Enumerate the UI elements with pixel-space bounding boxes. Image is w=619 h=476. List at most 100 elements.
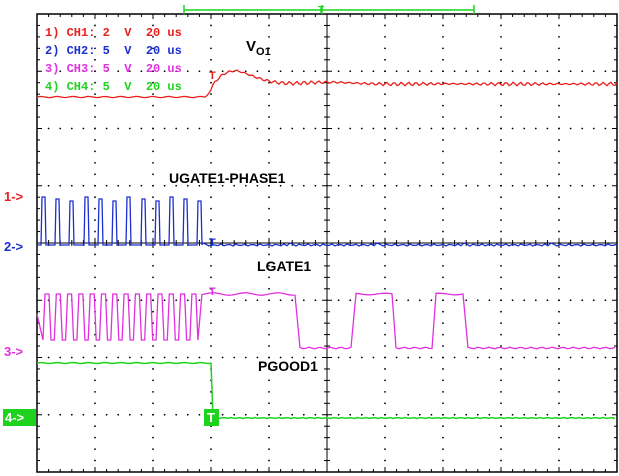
graticule-dot: [268, 58, 270, 61]
ch1-ground-marker[interactable]: 1->: [4, 189, 24, 204]
graticule-dot: [384, 390, 386, 393]
ch4-trigger-marker[interactable]: T: [204, 409, 219, 426]
graticule-dot: [395, 184, 398, 187]
graticule-dot: [604, 127, 607, 130]
graticule-dot: [372, 413, 375, 416]
lgate-label: LGATE1: [257, 258, 311, 274]
ch1-setting: 1) CH1: 2 V 20 us: [45, 26, 182, 40]
horizontal-position-bracket[interactable]: [183, 5, 475, 14]
graticule-dot: [384, 459, 386, 462]
graticule-dot: [558, 402, 560, 405]
graticule-dot: [152, 219, 154, 222]
graticule-dot: [604, 356, 607, 359]
graticule-dot: [268, 219, 270, 222]
graticule-dot: [500, 230, 502, 233]
graticule-dot: [279, 127, 282, 130]
graticule-dot: [186, 70, 189, 73]
graticule-dot: [117, 127, 120, 130]
graticule-dot: [442, 413, 444, 416]
graticule-dot: [291, 184, 294, 187]
graticule-dot: [47, 356, 50, 359]
graticule-dot: [221, 70, 224, 73]
graticule-dot: [453, 70, 456, 73]
graticule-dot: [360, 184, 363, 187]
graticule-dot: [268, 173, 270, 176]
graticule-dot: [418, 299, 421, 302]
graticule-dot: [117, 356, 120, 359]
graticule-dot: [442, 161, 444, 164]
graticule-dot: [395, 70, 398, 73]
graticule-dot: [152, 402, 154, 405]
graticule-dot: [558, 265, 560, 267]
graticule-dot: [500, 150, 502, 153]
graticule-dot: [418, 356, 421, 359]
graticule-dot: [244, 127, 247, 130]
graticule-dot: [407, 184, 410, 187]
graticule-dot: [94, 276, 96, 279]
ch2-trigger-marker: T: [209, 237, 216, 249]
graticule-dot: [558, 24, 560, 27]
graticule-dot: [210, 24, 212, 27]
ch4-trace-pgood: [36, 361, 616, 420]
graticule-dot: [534, 413, 537, 416]
graticule-dot: [210, 116, 212, 118]
graticule-dot: [558, 276, 560, 279]
graticule-dot: [384, 436, 386, 439]
graticule-dot: [558, 448, 560, 450]
graticule-dot: [210, 345, 212, 347]
graticule-dot: [268, 448, 270, 450]
graticule-dot: [59, 70, 62, 73]
graticule-dot: [604, 299, 607, 302]
graticule-dot: [500, 24, 502, 27]
graticule-dot: [511, 70, 514, 73]
graticule-dot: [500, 161, 502, 164]
graticule-dot: [94, 253, 96, 256]
graticule-dot: [407, 413, 410, 416]
graticule-dot: [268, 196, 270, 199]
graticule-dot: [175, 184, 178, 187]
graticule-dot: [152, 459, 154, 462]
graticule-dot: [500, 356, 502, 359]
ch2-ground-marker[interactable]: 2->: [4, 239, 24, 254]
graticule-dot: [558, 116, 560, 118]
graticule-dot: [604, 184, 607, 187]
graticule-dot: [210, 173, 212, 176]
graticule-dot: [256, 299, 259, 302]
graticule-dot: [268, 116, 270, 118]
graticule-dot: [94, 24, 96, 27]
graticule-dot: [546, 356, 549, 359]
graticule-dot: [94, 58, 96, 61]
graticule-dot: [523, 356, 526, 359]
graticule-dot: [210, 402, 212, 405]
graticule-dot: [94, 230, 96, 233]
graticule-dot: [558, 345, 560, 347]
graticule-dot: [384, 207, 386, 210]
graticule-dot: [105, 184, 108, 187]
graticule-dot: [488, 127, 491, 130]
graticule-dot: [210, 356, 212, 359]
svg-text:4->: 4->: [5, 410, 25, 425]
graticule-dot: [302, 356, 305, 359]
graticule-dot: [384, 356, 386, 359]
ch4-ground-marker[interactable]: 4->: [3, 409, 36, 426]
graticule-dot: [70, 413, 73, 416]
graticule-dot: [500, 413, 502, 416]
graticule-dot: [569, 356, 572, 359]
graticule-dot: [430, 356, 433, 359]
graticule-dot: [511, 299, 514, 302]
graticule-dot: [500, 425, 502, 428]
graticule-dot: [186, 184, 189, 187]
graticule-dot: [500, 104, 502, 107]
graticule-dot: [500, 436, 502, 439]
graticule-dot: [442, 139, 444, 141]
graticule-dot: [59, 356, 62, 359]
graticule-dot: [186, 127, 189, 130]
graticule-dot: [210, 127, 212, 130]
graticule-dot: [326, 184, 328, 187]
graticule-dot: [500, 345, 502, 347]
graticule-dot: [558, 459, 560, 462]
ch3-ground-marker[interactable]: 3->: [4, 344, 24, 359]
graticule-dot: [94, 459, 96, 462]
graticule-dot: [500, 47, 502, 50]
graticule-dot: [442, 36, 444, 38]
